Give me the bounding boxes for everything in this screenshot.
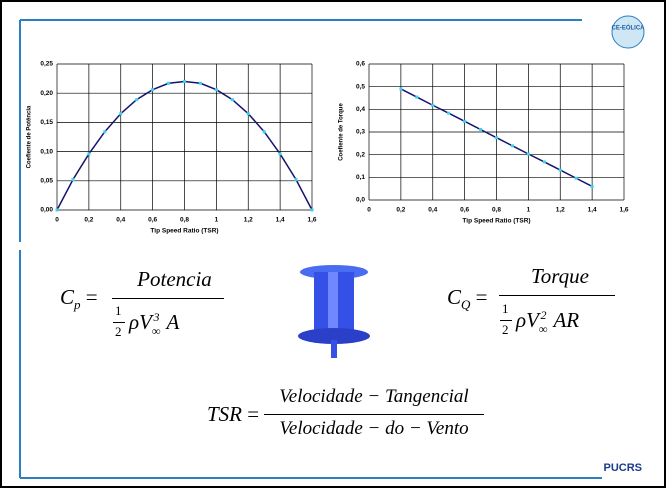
data-point (591, 185, 594, 188)
data-point (479, 128, 482, 131)
half: 1 (502, 301, 509, 317)
data-point (119, 112, 122, 115)
data-point (399, 87, 402, 90)
data-point (311, 209, 314, 212)
x-axis-title: Tip Speed Ratio (TSR) (150, 228, 218, 235)
x-tick-label: 1 (215, 217, 219, 224)
formula: Cp = (60, 285, 98, 313)
x-tick-label: 0,8 (492, 207, 501, 214)
slide: CE-EÓLICA PUCRS 0,000,050,100,150,200,25… (0, 0, 666, 488)
x-tick-label: 1,2 (556, 207, 565, 214)
y-tick-label: 0,20 (40, 90, 53, 97)
x-tick-label: 0,4 (428, 207, 437, 214)
fraction-bar (500, 320, 512, 321)
logo-text: CE-EÓLICA (612, 24, 646, 32)
numerator: Velocidade − Tangencial (264, 386, 484, 408)
x-tick-label: 0,4 (116, 217, 125, 224)
data-point (151, 88, 154, 91)
data-point (71, 178, 74, 181)
y-tick-label: 0,3 (356, 129, 365, 136)
y-tick-label: 0,15 (40, 119, 53, 126)
x-tick-label: 0,8 (180, 217, 189, 224)
x-tick-label: 1,6 (307, 217, 316, 224)
data-point (183, 80, 186, 83)
data-point (511, 144, 514, 147)
data-point (463, 120, 466, 123)
data-point (87, 152, 90, 155)
data-point (543, 160, 546, 163)
data-point (56, 209, 59, 212)
data-point (447, 112, 450, 115)
x-tick-label: 1,4 (276, 217, 285, 224)
x-axis-title: Tip Speed Ratio (TSR) (462, 218, 530, 225)
x-tick-label: 0 (55, 217, 59, 224)
half: 2 (502, 322, 509, 338)
formula: TSR = (207, 402, 259, 427)
x-tick-label: 0,6 (148, 217, 157, 224)
x-tick-label: 0 (367, 207, 371, 214)
data-point (431, 104, 434, 107)
x-tick-label: 0,2 (84, 217, 93, 224)
turbine (298, 265, 370, 358)
data-point (247, 112, 250, 115)
data-point (231, 98, 234, 101)
fraction-bar (112, 298, 224, 299)
y-axis-title: Coefiente de Torque (339, 103, 345, 161)
half: 2 (115, 324, 122, 340)
data-point (495, 136, 498, 139)
x-tick-label: 0,6 (460, 207, 469, 214)
numerator: Potencia (127, 267, 222, 292)
formula: CQ = (447, 285, 488, 313)
fraction-bar (499, 295, 615, 296)
x-tick-label: 1,6 (619, 207, 628, 214)
y-tick-label: 0,05 (40, 178, 53, 185)
data-point (415, 96, 418, 99)
data-point (103, 130, 106, 133)
fraction-bar (264, 414, 484, 415)
numerator: Torque (510, 264, 610, 289)
y-axis-title: Coefiente de Potência (27, 105, 33, 168)
y-tick-label: 0,2 (356, 151, 365, 158)
data-point (295, 178, 298, 181)
logo-text: PUCRS (603, 462, 642, 474)
y-tick-label: 0,5 (356, 83, 365, 90)
logo-circle (612, 16, 644, 48)
x-tick-label: 0,2 (396, 207, 405, 214)
x-tick-label: 1 (527, 207, 531, 214)
data-point (199, 82, 202, 85)
y-tick-label: 0,0 (356, 197, 365, 204)
data-point (527, 152, 530, 155)
data-point (263, 130, 266, 133)
fraction-bar (113, 322, 125, 323)
data-point (135, 98, 138, 101)
x-tick-label: 1,2 (244, 217, 253, 224)
denominator: Velocidade − do − Vento (264, 418, 484, 440)
y-tick-label: 0,1 (356, 174, 365, 181)
y-tick-label: 0,6 (356, 61, 365, 68)
data-point (215, 88, 218, 91)
data-point (559, 169, 562, 172)
data-point (575, 177, 578, 180)
y-tick-label: 0,25 (40, 61, 53, 68)
data-point (279, 152, 282, 155)
data-point (167, 82, 170, 85)
x-tick-label: 1,4 (588, 207, 597, 214)
y-tick-label: 0,00 (40, 207, 53, 214)
half: 1 (115, 303, 122, 319)
y-tick-label: 0,10 (40, 148, 53, 155)
y-tick-label: 0,4 (356, 106, 365, 113)
